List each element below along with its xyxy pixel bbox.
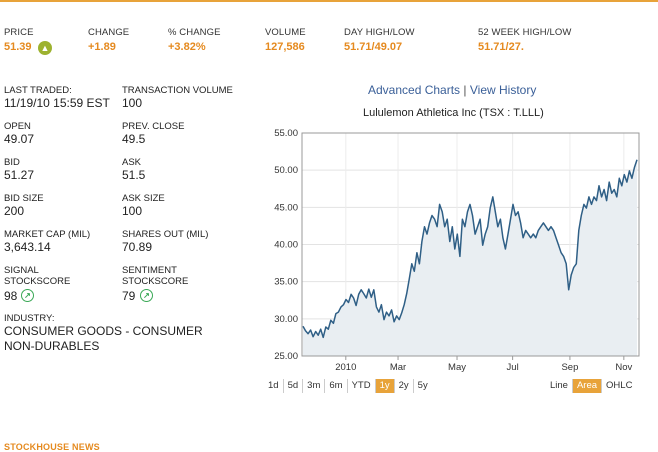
sentiment-score-value: 79: [122, 289, 136, 303]
market-cap-label: MARKET CAP (MIL): [4, 229, 91, 240]
day-range-header: DAY HIGH/LOW: [344, 27, 415, 38]
ask-value: 51.5: [122, 168, 146, 182]
prev-close-value: 49.5: [122, 132, 146, 146]
signal-label-line1: SIGNAL: [4, 265, 39, 276]
series-area: [303, 159, 637, 356]
last-traded-value: 11/19/10 15:59 EST: [4, 96, 110, 110]
pct-change-header: % CHANGE: [168, 27, 221, 38]
plot-border: [301, 132, 640, 357]
signal-label-line2: STOCKSCORE: [4, 276, 71, 287]
sentiment-label-line2: STOCKSCORE: [122, 276, 189, 287]
shares-out-value: 70.89: [122, 240, 153, 254]
x-tick-label: Mar: [390, 362, 406, 373]
chart-type-button-area[interactable]: Area: [572, 379, 603, 393]
y-tick-label: 55.00: [274, 128, 298, 139]
range-button-5d[interactable]: 5d: [284, 379, 304, 393]
stockhouse-news-heading: STOCKHOUSE NEWS: [4, 442, 100, 452]
chart-type-button-line[interactable]: Line: [546, 379, 573, 393]
x-tick-label: Nov: [615, 362, 632, 373]
market-cap-value: 3,643.14: [4, 240, 51, 254]
volume-value: 127,586: [265, 41, 305, 53]
bid-value: 51.27: [4, 168, 35, 182]
y-tick-label: 50.00: [274, 165, 298, 176]
chart-type-selector: Line Area OHLC: [546, 379, 636, 393]
transaction-volume-label: TRANSACTION VOLUME: [122, 85, 233, 96]
y-tick-label: 40.00: [274, 240, 298, 251]
range-button-6m[interactable]: 6m: [325, 379, 348, 393]
x-tick-label: Sep: [561, 362, 578, 373]
sentiment-up-arrow-icon[interactable]: ↗: [140, 289, 153, 302]
pct-change-value: +3.82%: [168, 41, 206, 53]
range-selector: 1d 5d 3m 6m YTD 1y 2y 5y: [264, 379, 432, 393]
price-value: 51.39: [4, 41, 32, 53]
price-chart[interactable]: 25.00 30.00 35.00 40.00 45.00 50.00 55.00 2010 M…: [262, 126, 658, 376]
open-label: OPEN: [4, 121, 31, 132]
chart-links: Advanced Charts | View History: [368, 83, 536, 97]
industry-label: INDUSTRY:: [4, 313, 55, 324]
range-button-1d[interactable]: 1d: [264, 379, 284, 393]
industry-line2: NON-DURABLES: [4, 339, 100, 353]
industry-line1: CONSUMER GOODS - CONSUMER: [4, 324, 203, 338]
bid-label: BID: [4, 157, 20, 168]
top-accent-line: [0, 0, 658, 2]
open-value: 49.07: [4, 132, 35, 146]
last-traded-label: LAST TRADED:: [4, 85, 72, 96]
ask-size-value: 100: [122, 204, 143, 218]
transaction-volume-value: 100: [122, 96, 143, 110]
chart-type-button-ohlc[interactable]: OHLC: [606, 380, 633, 391]
day-range-value: 51.71/49.07: [344, 41, 403, 53]
chart-title: Lululemon Athletica Inc (TSX : T.LLL): [363, 107, 544, 119]
up-arrow-circle-icon: ▲: [38, 41, 52, 55]
y-tick-label: 35.00: [274, 277, 298, 288]
sentiment-label-line1: SENTIMENT: [122, 265, 177, 276]
view-history-link[interactable]: View History: [469, 83, 537, 97]
prev-close-label: PREV. CLOSE: [122, 121, 185, 132]
shares-out-label: SHARES OUT (MIL): [122, 229, 209, 240]
x-tick-label: Jul: [507, 362, 519, 373]
range-button-2y[interactable]: 2y: [395, 379, 414, 393]
signal-up-arrow-icon[interactable]: ↗: [21, 289, 34, 302]
week52-range-value: 51.71/27.: [478, 41, 524, 53]
range-button-1y[interactable]: 1y: [375, 379, 395, 393]
change-value: +1.89: [88, 41, 116, 53]
bid-size-value: 200: [4, 204, 25, 218]
y-tick-label: 30.00: [274, 314, 298, 325]
advanced-charts-link[interactable]: Advanced Charts: [368, 83, 461, 97]
x-tick-label: 2010: [335, 362, 356, 373]
range-button-3m[interactable]: 3m: [303, 379, 326, 393]
x-tick-label: May: [448, 362, 466, 373]
volume-header: VOLUME: [265, 27, 306, 38]
ask-label: ASK: [122, 157, 142, 168]
link-separator: |: [463, 83, 467, 97]
week52-range-header: 52 WEEK HIGH/LOW: [478, 27, 572, 38]
change-header: CHANGE: [88, 27, 130, 38]
range-button-ytd[interactable]: YTD: [348, 379, 376, 393]
bid-size-label: BID SIZE: [4, 193, 44, 204]
y-tick-label: 25.00: [274, 351, 298, 362]
price-header: PRICE: [4, 27, 34, 38]
range-button-5y[interactable]: 5y: [417, 380, 428, 391]
signal-score-value: 98: [4, 289, 18, 303]
ask-size-label: ASK SIZE: [122, 193, 165, 204]
series-line: [302, 159, 638, 339]
y-tick-label: 45.00: [274, 202, 298, 213]
